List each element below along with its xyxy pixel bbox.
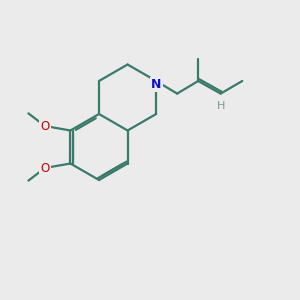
Text: N: N xyxy=(151,78,161,91)
Text: H: H xyxy=(217,101,225,111)
Text: O: O xyxy=(40,119,50,133)
Text: O: O xyxy=(40,161,50,175)
